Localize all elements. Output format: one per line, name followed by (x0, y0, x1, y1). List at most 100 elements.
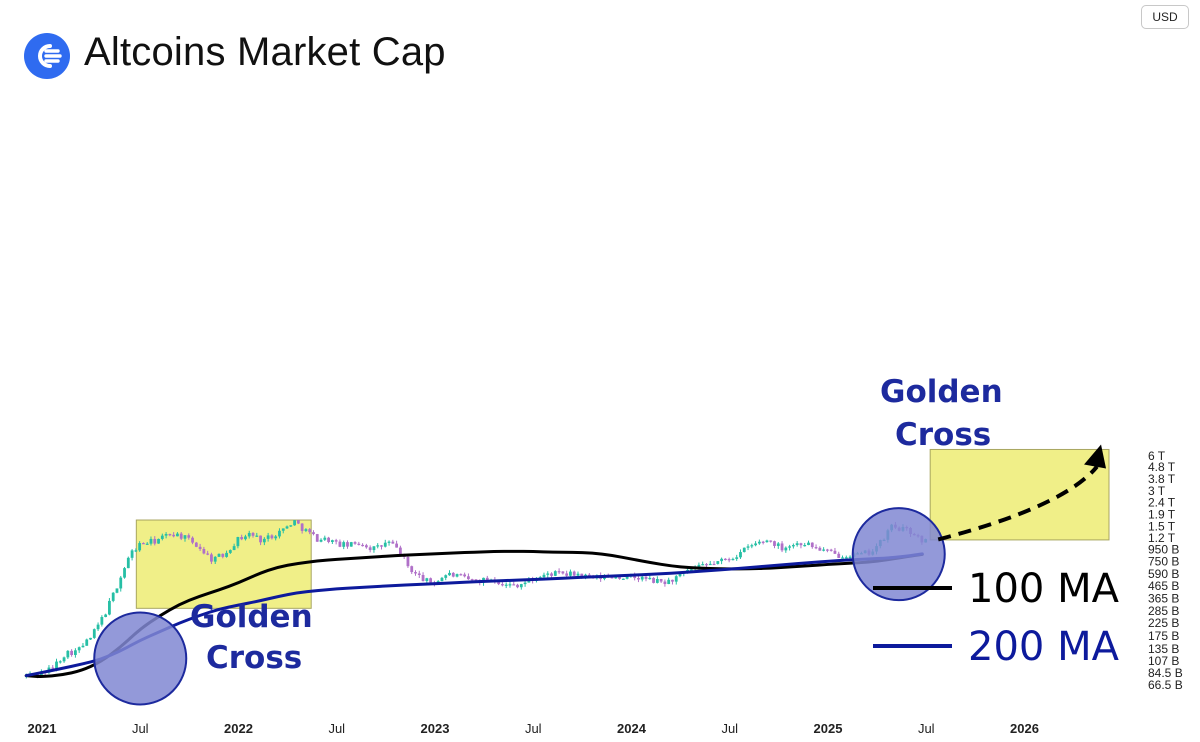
candle-body (640, 576, 644, 580)
candle-body (364, 545, 368, 548)
candle (191, 536, 194, 545)
x-tick-label: 2026 (1010, 721, 1039, 736)
candle-body (750, 545, 754, 547)
candle (553, 570, 557, 577)
candle (383, 539, 387, 548)
candle (142, 542, 145, 545)
candle-body (678, 573, 682, 577)
candle-body (153, 538, 157, 544)
candle-body (168, 534, 172, 536)
candle (138, 541, 142, 552)
candle (194, 541, 198, 548)
candle (304, 528, 308, 533)
candle (274, 534, 278, 541)
candle (663, 579, 667, 587)
x-tick-label: Jul (132, 721, 149, 736)
candle-body (727, 559, 731, 561)
candle-body (580, 573, 584, 577)
currency-button[interactable]: USD (1141, 5, 1189, 29)
y-tick-label: 1.5 T (1148, 519, 1176, 533)
candle-body (304, 529, 308, 531)
candle-body (799, 543, 803, 546)
candle (655, 576, 659, 584)
candle (814, 544, 818, 550)
candle (240, 534, 244, 541)
candle-body (637, 578, 640, 580)
candle-body (776, 543, 780, 546)
candle-body (145, 543, 149, 545)
forecast-arrow-head (1084, 444, 1107, 469)
forecast-arrow (937, 444, 1107, 542)
golden-cross-circle-2 (851, 507, 946, 602)
candle-body (179, 533, 183, 539)
candle (825, 548, 829, 553)
candle (81, 643, 85, 648)
candle (380, 544, 383, 550)
candle-body (202, 548, 206, 554)
candle (281, 528, 285, 534)
candle-body (66, 650, 70, 658)
candle-body (70, 650, 74, 655)
candle (285, 525, 289, 529)
candle (550, 572, 553, 578)
candle (259, 535, 262, 546)
candle-body (225, 552, 228, 557)
candle (115, 588, 119, 594)
candle (338, 539, 342, 548)
candle (757, 539, 761, 545)
candle-body (213, 556, 217, 562)
candle (754, 541, 757, 547)
candle-body (236, 537, 240, 547)
candle-body (421, 575, 425, 581)
candle (788, 544, 792, 551)
candle-body (448, 572, 451, 576)
candle (278, 528, 281, 539)
candle (289, 525, 293, 527)
x-tick-label: 2025 (814, 721, 843, 736)
candle (232, 543, 236, 551)
candle-body (89, 637, 92, 640)
candle-body (183, 535, 187, 539)
candle-body (565, 573, 569, 576)
candle-body (172, 534, 176, 537)
candle-body (569, 571, 572, 576)
candle-body (81, 645, 85, 648)
candle-body (100, 617, 104, 625)
candle (364, 543, 368, 549)
candle (319, 538, 323, 543)
candle-body (459, 574, 463, 576)
candle (153, 536, 157, 546)
candle-body (705, 564, 708, 566)
candle-body (160, 535, 164, 539)
candle (455, 573, 459, 578)
candle-body (259, 535, 262, 543)
candle-body (429, 578, 433, 583)
candle-body (451, 572, 455, 577)
x-axis: 2021 Jul 2022 Jul 2023 Jul 2024 Jul 2025 Jul 2026 (28, 721, 1039, 736)
candle-body (712, 563, 716, 566)
candle-body (187, 535, 191, 538)
candle-body (474, 579, 478, 581)
candle-body (372, 546, 376, 551)
candle (225, 550, 228, 558)
candle (841, 555, 844, 559)
candle (96, 622, 100, 632)
candle (727, 557, 731, 563)
candle-body (803, 545, 807, 547)
candle-body (164, 534, 168, 536)
candle-body (395, 543, 399, 548)
candle-body (270, 535, 274, 539)
candle-body (716, 561, 720, 564)
candle-body (837, 553, 841, 558)
candle (217, 553, 221, 557)
candle-body (338, 541, 342, 547)
candle (561, 571, 565, 575)
candle-body (618, 576, 621, 579)
y-tick-label: 135 B (1148, 642, 1179, 656)
candle-body (572, 571, 576, 576)
candle-body (780, 543, 784, 551)
candle-body (746, 546, 750, 548)
candle-body (773, 541, 776, 546)
candle-body (648, 577, 652, 580)
